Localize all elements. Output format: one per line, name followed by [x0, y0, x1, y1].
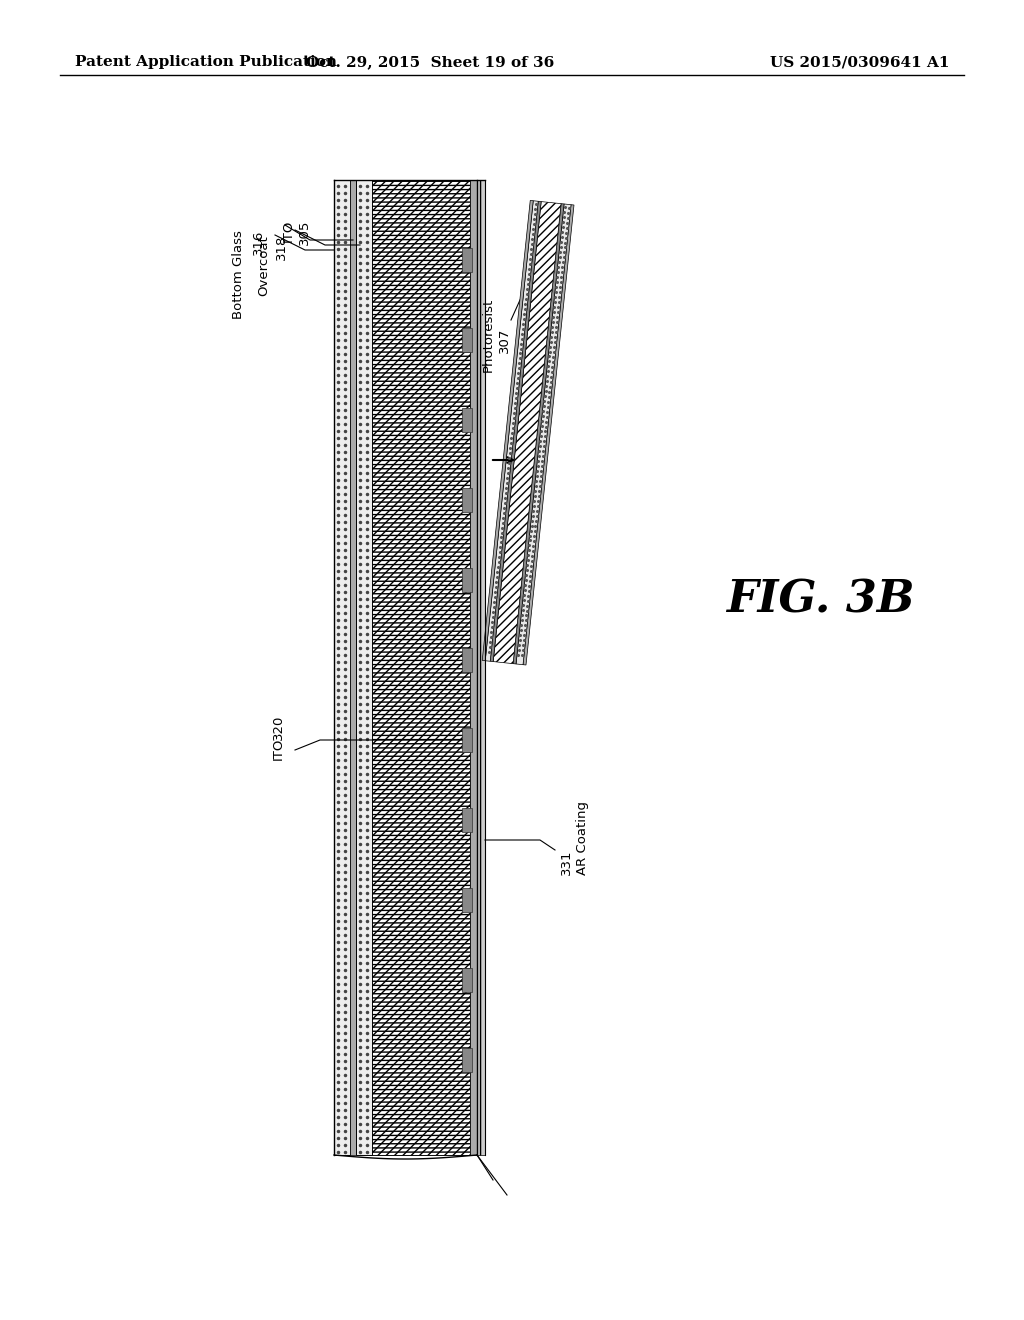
Bar: [462, 568, 472, 591]
Text: 318: 318: [275, 235, 288, 260]
Polygon shape: [490, 201, 541, 661]
Text: ITO: ITO: [272, 738, 285, 760]
Bar: [350, 180, 356, 1155]
Text: Bottom Glass: Bottom Glass: [232, 230, 245, 319]
Bar: [356, 180, 372, 1155]
Text: 316: 316: [252, 230, 265, 255]
Bar: [462, 729, 472, 752]
Bar: [470, 180, 477, 1155]
Bar: [462, 408, 472, 432]
Polygon shape: [482, 201, 534, 661]
Bar: [462, 488, 472, 512]
Polygon shape: [485, 201, 539, 661]
Polygon shape: [523, 205, 574, 665]
Text: 305: 305: [298, 220, 311, 246]
Text: 307: 307: [498, 327, 511, 352]
Polygon shape: [513, 203, 564, 664]
Text: Photoresist: Photoresist: [482, 298, 495, 372]
Text: ITO: ITO: [282, 220, 295, 243]
Text: AR Coating: AR Coating: [575, 801, 589, 875]
Text: 331: 331: [560, 850, 573, 875]
Bar: [462, 248, 472, 272]
Text: FIG. 3B: FIG. 3B: [726, 578, 914, 622]
Text: Patent Application Publication: Patent Application Publication: [75, 55, 337, 69]
Text: Overcoat: Overcoat: [257, 235, 270, 296]
Bar: [372, 180, 470, 1155]
Bar: [372, 180, 470, 1155]
Bar: [462, 968, 472, 993]
Text: US 2015/0309641 A1: US 2015/0309641 A1: [770, 55, 950, 69]
Polygon shape: [494, 202, 561, 664]
Bar: [462, 1048, 472, 1072]
Bar: [462, 648, 472, 672]
Bar: [462, 888, 472, 912]
Polygon shape: [516, 205, 571, 665]
Bar: [334, 180, 350, 1155]
Text: Oct. 29, 2015  Sheet 19 of 36: Oct. 29, 2015 Sheet 19 of 36: [306, 55, 554, 69]
Text: 320: 320: [272, 714, 285, 741]
Bar: [462, 808, 472, 832]
Bar: [462, 327, 472, 352]
Bar: [477, 180, 485, 1155]
